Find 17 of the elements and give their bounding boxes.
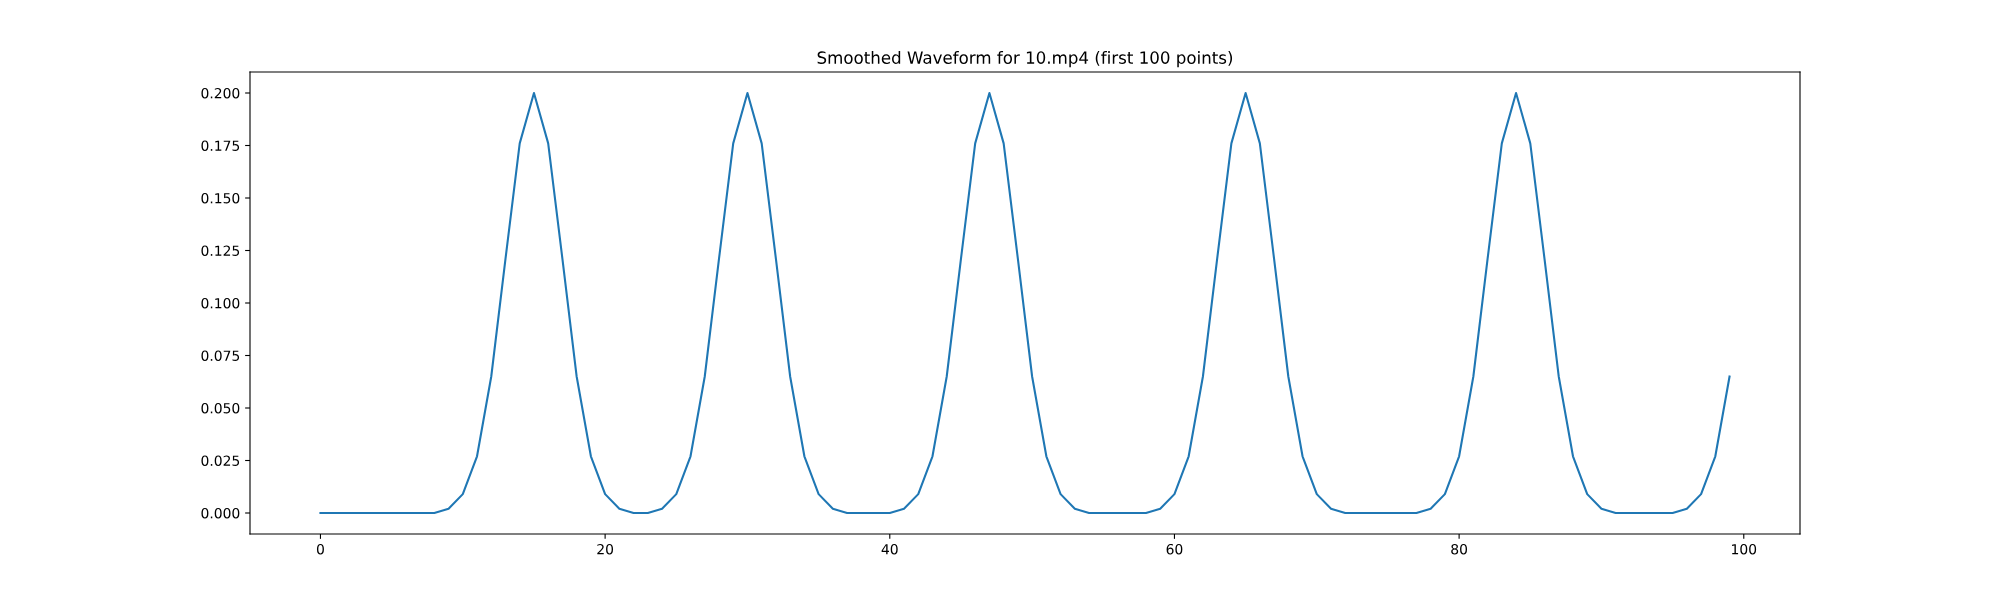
x-tick-label: 0: [316, 543, 324, 555]
y-tick-label: 0.100: [201, 297, 240, 309]
x-tick-label: 100: [1732, 543, 1757, 555]
line-series: [319, 91, 1731, 515]
y-tick-label: 0.000: [201, 507, 240, 519]
y-tick-label: 0.025: [201, 455, 240, 466]
x-tick-label: 80: [1451, 543, 1468, 555]
y-tick-label: 0.150: [201, 192, 240, 204]
x-tick-label: 60: [1166, 543, 1183, 555]
x-tick-label: 20: [597, 543, 614, 555]
x-tick-label: 40: [881, 543, 898, 555]
y-tick-label: 0.175: [201, 140, 240, 151]
y-tick-label: 0.125: [201, 245, 240, 256]
y-tick-label: 0.050: [201, 402, 240, 414]
chart-title: Smoothed Waveform for 10.mp4 (first 100 points): [817, 51, 1233, 68]
y-tick-label: 0.075: [201, 350, 240, 361]
y-tick-label: 0.200: [201, 87, 240, 99]
